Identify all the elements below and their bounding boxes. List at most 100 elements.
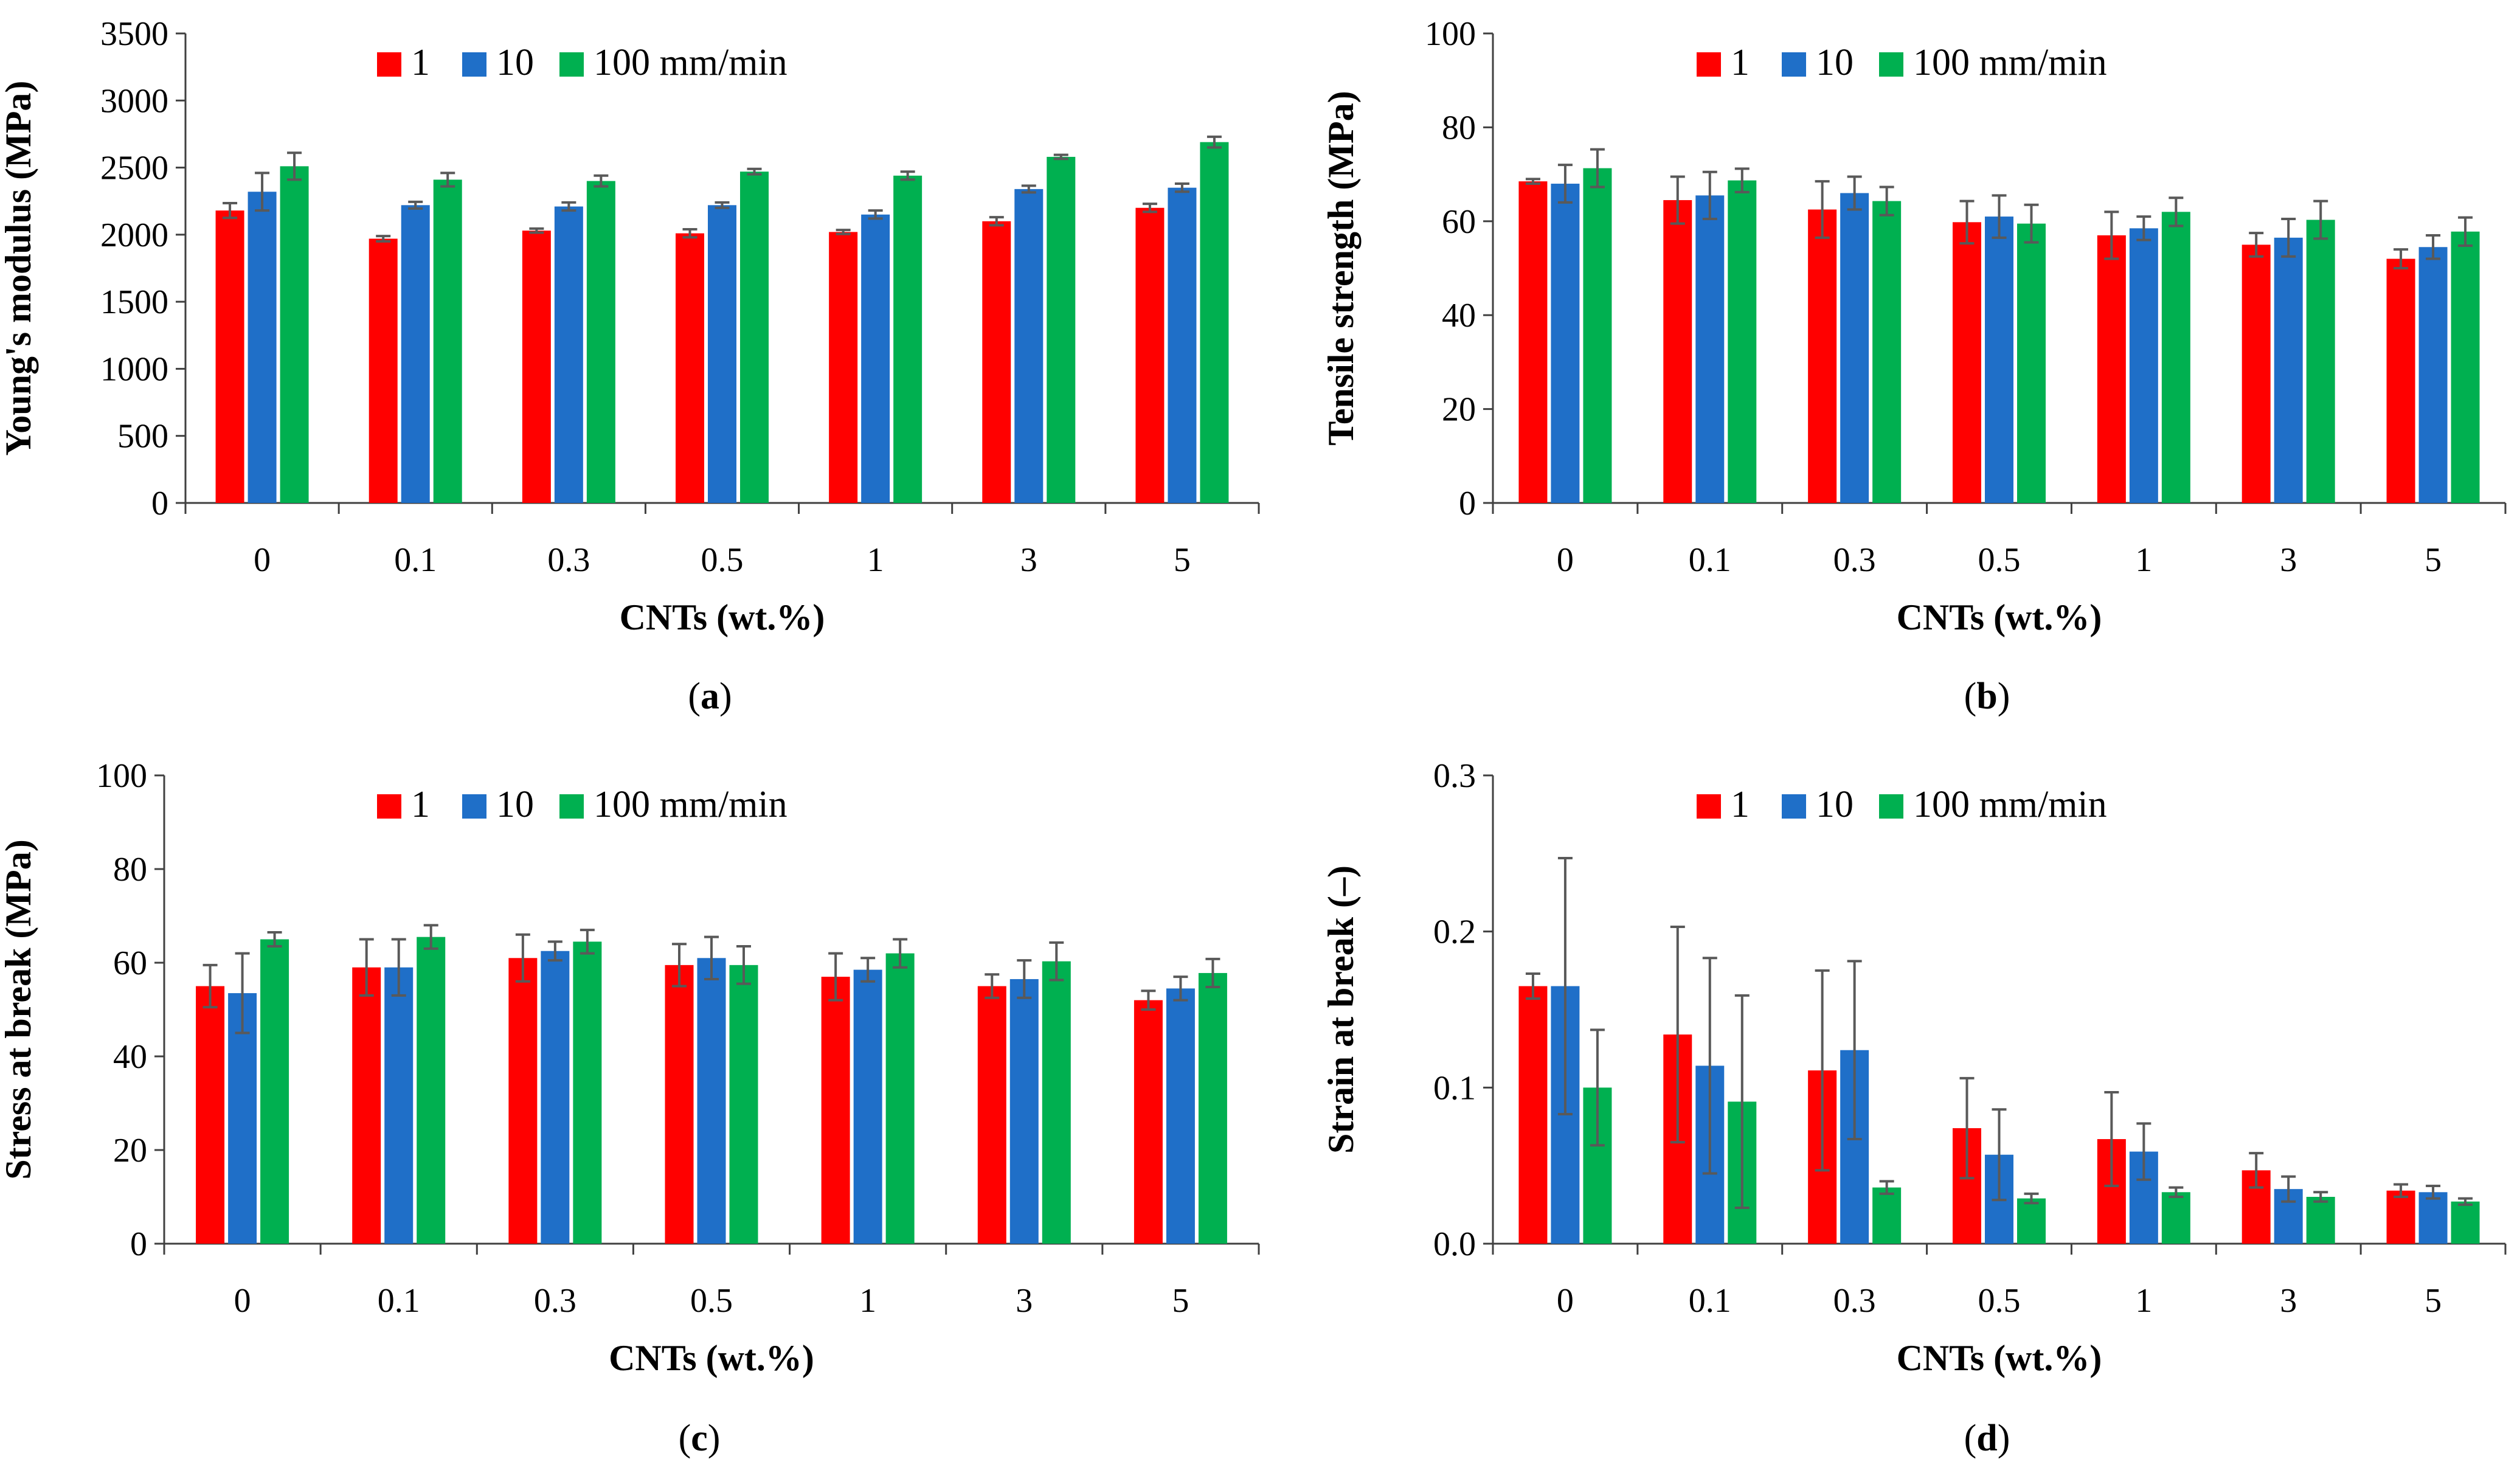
bar-a-s1-c5 — [1014, 189, 1044, 503]
bar-a-s1-c4 — [861, 214, 890, 503]
bar-a-s0-c1 — [369, 238, 398, 503]
bar-a-s2-c2 — [586, 181, 615, 504]
bar-a-s1-c6 — [1168, 187, 1197, 504]
bar-b-s2-c4 — [2161, 212, 2190, 503]
y-tick-label: 40 — [1442, 297, 1476, 334]
y-tick-label: 0.3 — [1433, 757, 1476, 795]
bar-a-s0-c0 — [215, 210, 244, 503]
bar-c-s0-c5 — [977, 986, 1006, 1244]
bar-d-s2-c4 — [2161, 1192, 2190, 1244]
x-tick-label: 0.1 — [1689, 1282, 1731, 1320]
bar-b-s0-c4 — [2097, 235, 2126, 503]
bar-d-s1-c6 — [2418, 1192, 2448, 1244]
chart-panel-a: 0 500 1000 1500 2000 2500 3000 3500 0 0.1 0.3 0.5 1 3… — [0, 15, 1260, 717]
legend-label-1: 10 — [1816, 42, 1854, 83]
bar-b-s1-c6 — [2418, 247, 2448, 503]
bar-a-s2-c4 — [893, 175, 922, 503]
y-axis-title: Strain at break (–) — [1321, 865, 1361, 1154]
bar-a-s0-c3 — [676, 233, 704, 503]
bar-c-s0-c4 — [821, 977, 850, 1244]
bar-b-s2-c2 — [1872, 201, 1902, 503]
chart-panel-d: 0.0 0.1 0.2 0.3 0 0.1 0.3 0.5 1 3 5 1 10 100 mm/min St… — [1321, 757, 2507, 1459]
y-tick-label: 0 — [1459, 485, 1476, 522]
x-tick-label: 3 — [2280, 1282, 2297, 1320]
y-tick-label: 0.1 — [1433, 1069, 1476, 1107]
bar-a-s2-c5 — [1047, 156, 1076, 503]
bar-b-s0-c3 — [1953, 222, 1981, 503]
y-tick-label: 3000 — [100, 82, 168, 120]
legend-label-0: 1 — [411, 42, 430, 83]
y-tick-label: 0.0 — [1433, 1225, 1476, 1263]
y-tick-label: 20 — [1442, 391, 1476, 429]
legend: 1 10 100 mm/min — [1697, 784, 2107, 825]
bar-c-s2-c1 — [417, 937, 446, 1244]
x-axis-title: CNTs (wt.%) — [620, 597, 825, 637]
legend-swatch-2 — [1879, 52, 1903, 77]
y-tick-label: 0.2 — [1433, 913, 1476, 951]
y-tick-label: 2000 — [100, 217, 168, 254]
bar-c-s0-c3 — [665, 965, 694, 1244]
bar-d-s0-c0 — [1518, 986, 1548, 1244]
x-tick-label: 1 — [867, 541, 884, 579]
legend-label-0: 1 — [1731, 784, 1750, 825]
x-axis-title: CNTs (wt.%) — [1897, 597, 2102, 637]
x-tick-label: 5 — [2425, 541, 2442, 579]
bar-b-s1-c4 — [2129, 228, 2158, 503]
x-tick-label: 3 — [1020, 541, 1037, 579]
y-axis-title: Tensile strength (MPa) — [1321, 91, 1361, 445]
bar-a-s0-c2 — [522, 230, 551, 503]
x-tick-label: 0.5 — [1978, 541, 2021, 579]
legend-swatch-2 — [559, 794, 584, 819]
legend-label-0: 1 — [1731, 42, 1750, 83]
x-tick-label: 1 — [859, 1282, 876, 1320]
bar-b-s2-c6 — [2451, 231, 2480, 503]
y-tick-label: 1000 — [100, 350, 168, 388]
bar-b-s1-c5 — [2274, 237, 2303, 503]
x-tick-label: 0 — [234, 1282, 251, 1320]
bar-c-s2-c4 — [885, 953, 915, 1244]
bar-c-s0-c6 — [1134, 1000, 1163, 1244]
legend-swatch-2 — [1879, 794, 1903, 819]
legend-swatch-0 — [377, 794, 401, 819]
y-tick-label: 20 — [113, 1132, 147, 1169]
bar-c-s1-c2 — [541, 951, 570, 1244]
legend-label-1: 10 — [496, 784, 534, 825]
bar-a-s1-c3 — [708, 205, 736, 503]
x-tick-label: 0.5 — [690, 1282, 733, 1320]
x-tick-label: 0.3 — [534, 1282, 576, 1320]
legend-swatch-0 — [377, 52, 401, 77]
bar-d-s2-c5 — [2306, 1197, 2335, 1244]
bar-b-s0-c0 — [1518, 181, 1548, 503]
bar-d-s0-c6 — [2386, 1190, 2415, 1244]
x-tick-label: 0.5 — [701, 541, 744, 579]
bar-c-s2-c2 — [573, 941, 602, 1244]
y-tick-label: 1500 — [100, 283, 168, 321]
bar-c-s1-c4 — [853, 969, 882, 1244]
legend-swatch-0 — [1697, 794, 1721, 819]
bar-d-s2-c2 — [1872, 1187, 1902, 1244]
bar-c-s1-c3 — [697, 958, 726, 1244]
bar-c-s1-c5 — [1009, 979, 1039, 1244]
y-tick-label: 80 — [113, 851, 147, 889]
bar-c-s2-c0 — [260, 939, 289, 1244]
x-tick-label: 0.3 — [1833, 1282, 1876, 1320]
bar-b-s0-c5 — [2241, 244, 2271, 503]
legend: 1 10 100 mm/min — [1697, 42, 2107, 83]
x-tick-label: 0.1 — [394, 541, 437, 579]
bar-b-s0-c6 — [2386, 258, 2415, 503]
legend-swatch-1 — [1782, 794, 1806, 819]
bar-a-s0-c4 — [829, 232, 858, 503]
x-tick-label: 3 — [2280, 541, 2297, 579]
bar-b-s2-c1 — [1728, 180, 1757, 503]
x-tick-label: 0.3 — [1833, 541, 1876, 579]
legend-label-1: 10 — [496, 42, 534, 83]
legend-label-2: 100 mm/min — [594, 42, 788, 83]
bar-c-s2-c6 — [1198, 972, 1227, 1244]
x-tick-label: 5 — [2425, 1282, 2442, 1320]
legend-swatch-1 — [462, 52, 486, 77]
bar-a-s2-c6 — [1200, 142, 1229, 504]
y-tick-label: 500 — [117, 418, 168, 456]
legend-swatch-1 — [462, 794, 486, 819]
bar-c-s0-c2 — [508, 958, 538, 1244]
